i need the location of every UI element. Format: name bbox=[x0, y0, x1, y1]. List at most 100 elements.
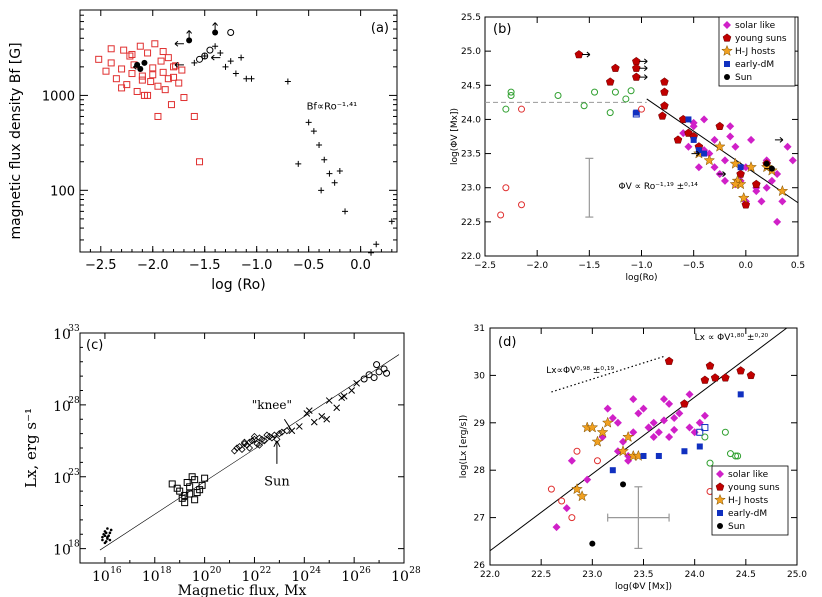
x-tick-label: 10 bbox=[192, 569, 210, 585]
y-tick-label: 23.5 bbox=[461, 150, 481, 160]
data-point bbox=[348, 387, 356, 394]
legend-marker bbox=[717, 510, 723, 516]
legend-label: early-dM bbox=[735, 60, 774, 70]
fit-line bbox=[99, 354, 400, 551]
data-point bbox=[151, 40, 159, 48]
data-point bbox=[196, 55, 204, 63]
data-point bbox=[685, 390, 694, 399]
data-point bbox=[562, 504, 571, 513]
limit-arrow bbox=[186, 30, 193, 41]
y-tick-exponent: 18 bbox=[68, 540, 80, 550]
data-point bbox=[507, 92, 515, 100]
limit-arrow bbox=[639, 65, 648, 72]
legend-marker bbox=[715, 482, 725, 491]
data-point bbox=[190, 112, 198, 120]
x-tick-exponent: 26 bbox=[359, 566, 371, 576]
data-point bbox=[161, 86, 169, 94]
data-point bbox=[675, 409, 684, 418]
data-point bbox=[164, 75, 172, 83]
y-tick-label: 23.0 bbox=[461, 184, 481, 194]
x-tick-label: −1.0 bbox=[241, 258, 273, 273]
data-point bbox=[701, 433, 709, 441]
legend-marker bbox=[724, 61, 730, 67]
data-point bbox=[567, 456, 576, 465]
data-point bbox=[103, 541, 107, 545]
data-point bbox=[632, 56, 641, 66]
data-point bbox=[729, 178, 742, 190]
data-point bbox=[640, 452, 647, 459]
fit-annotation: Bf∝Ro⁻¹·⁴¹ bbox=[307, 102, 358, 113]
data-point bbox=[188, 473, 196, 481]
x-tick-label: 0.0 bbox=[739, 261, 754, 271]
y-tick-exponent: 28 bbox=[68, 396, 80, 406]
shallow-fit-annotation: Lx∝ΦV⁰·⁹⁸ ±⁰·¹⁹ bbox=[546, 366, 614, 376]
data-point bbox=[700, 375, 710, 384]
limit-arrow bbox=[210, 54, 221, 61]
data-point bbox=[338, 394, 346, 402]
data-point bbox=[617, 444, 629, 457]
data-point bbox=[700, 411, 709, 420]
x-axis-label: log(Ro) bbox=[625, 273, 657, 283]
data-point bbox=[747, 135, 756, 144]
limit-arrow bbox=[717, 171, 726, 177]
data-point bbox=[632, 63, 641, 72]
legend-label: young suns bbox=[728, 483, 780, 493]
data-point bbox=[212, 43, 219, 50]
x-tick-label: 25.0 bbox=[787, 570, 807, 580]
data-point bbox=[611, 63, 620, 72]
data-point bbox=[275, 430, 283, 438]
data-point bbox=[118, 65, 126, 73]
data-point bbox=[305, 119, 312, 126]
data-point bbox=[198, 481, 206, 489]
panel-c-frame bbox=[79, 332, 405, 564]
data-point bbox=[178, 494, 186, 502]
legend-marker bbox=[716, 470, 724, 478]
data-point bbox=[233, 444, 241, 452]
data-point bbox=[107, 534, 110, 537]
data-point bbox=[680, 399, 689, 408]
limit-arrow bbox=[581, 51, 591, 58]
x-tick-label: 10 bbox=[142, 569, 160, 585]
data-point bbox=[685, 116, 692, 123]
data-point bbox=[263, 431, 271, 439]
data-point bbox=[101, 535, 104, 539]
data-point bbox=[622, 95, 630, 103]
data-point bbox=[583, 475, 592, 484]
data-point bbox=[788, 156, 797, 165]
data-point bbox=[729, 157, 742, 169]
data-point bbox=[632, 110, 640, 118]
y-tick-label: 24.5 bbox=[461, 81, 481, 91]
data-point bbox=[734, 452, 742, 460]
data-point bbox=[670, 425, 679, 434]
data-point bbox=[154, 82, 162, 90]
data-point bbox=[318, 413, 326, 420]
data-point bbox=[191, 59, 198, 66]
data-point bbox=[310, 128, 317, 135]
data-point bbox=[638, 105, 645, 113]
x-tick-exponent: 22 bbox=[260, 566, 271, 576]
data-point bbox=[248, 75, 255, 82]
data-point bbox=[186, 490, 194, 498]
limit-arrow bbox=[639, 74, 648, 80]
data-point bbox=[705, 149, 714, 158]
data-point bbox=[159, 68, 167, 76]
data-point bbox=[138, 76, 146, 84]
data-point bbox=[574, 50, 584, 59]
y-tick-label: 26 bbox=[474, 561, 486, 571]
x-tick-label: −2.5 bbox=[85, 258, 117, 273]
data-point bbox=[518, 201, 526, 209]
data-point bbox=[104, 531, 108, 535]
x-tick-label: −2.5 bbox=[474, 261, 496, 271]
data-point bbox=[601, 416, 614, 428]
data-point bbox=[507, 88, 515, 96]
y-axis-label: magnetic flux density Bf [G] bbox=[8, 42, 24, 239]
data-point bbox=[196, 158, 204, 166]
x-tick-exponent: 24 bbox=[310, 566, 322, 576]
data-point bbox=[101, 538, 104, 542]
data-point bbox=[95, 55, 103, 63]
x-tick-label: 10 bbox=[92, 569, 110, 585]
data-point bbox=[715, 121, 724, 130]
data-point bbox=[106, 527, 109, 530]
data-point bbox=[109, 528, 113, 532]
panel-d: 22.0 22.5 23.0 23.5 24.0 24.5 25.0 26 27 28 29 30 31… bbox=[459, 324, 807, 592]
